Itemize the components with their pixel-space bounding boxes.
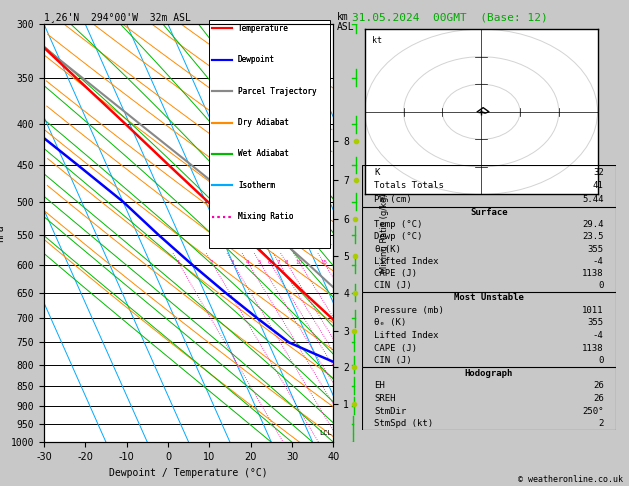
Text: Temperature: Temperature: [238, 24, 289, 33]
Text: -4: -4: [593, 331, 604, 340]
Text: 1: 1: [176, 260, 180, 264]
Text: 31.05.2024  00GMT  (Base: 12): 31.05.2024 00GMT (Base: 12): [352, 12, 548, 22]
Text: 5: 5: [258, 260, 262, 264]
Text: Dry Adiabat: Dry Adiabat: [238, 118, 289, 127]
Text: -4: -4: [593, 257, 604, 266]
Text: Lifted Index: Lifted Index: [374, 331, 439, 340]
Text: 26: 26: [593, 382, 604, 390]
Text: 8: 8: [284, 260, 288, 264]
Text: Most Unstable: Most Unstable: [454, 294, 524, 302]
Text: 355: 355: [587, 318, 604, 328]
Text: Isotherm: Isotherm: [238, 181, 275, 190]
Text: θₑ (K): θₑ (K): [374, 318, 407, 328]
Text: Temperature: Temperature: [238, 24, 289, 33]
Text: 0: 0: [598, 356, 604, 365]
Text: © weatheronline.co.uk: © weatheronline.co.uk: [518, 474, 623, 484]
Text: 250°: 250°: [582, 407, 604, 416]
Text: 2: 2: [598, 419, 604, 428]
Text: Mixing Ratio: Mixing Ratio: [238, 212, 293, 221]
Text: kt: kt: [372, 36, 382, 45]
Y-axis label: Mixing Ratio (g/kg): Mixing Ratio (g/kg): [379, 193, 389, 273]
Text: km: km: [337, 12, 348, 22]
Text: 1011: 1011: [582, 306, 604, 315]
Text: Dry Adiabat: Dry Adiabat: [238, 118, 289, 127]
Text: Hodograph: Hodograph: [465, 369, 513, 378]
Text: Mixing Ratio: Mixing Ratio: [238, 212, 293, 221]
Text: Dewpoint: Dewpoint: [238, 55, 275, 64]
Text: 26: 26: [593, 394, 604, 403]
Text: 1¸26'N  294°00'W  32m ASL: 1¸26'N 294°00'W 32m ASL: [44, 12, 191, 22]
Text: 10: 10: [296, 260, 303, 264]
Text: Parcel Trajectory: Parcel Trajectory: [238, 87, 316, 96]
Text: PW (cm): PW (cm): [374, 195, 412, 204]
Text: 15: 15: [320, 260, 327, 264]
Text: 4: 4: [246, 260, 249, 264]
Text: 1138: 1138: [582, 344, 604, 353]
Text: LCL: LCL: [320, 430, 332, 436]
Text: 7: 7: [277, 260, 280, 264]
Text: 6: 6: [268, 260, 272, 264]
Text: 355: 355: [587, 244, 604, 254]
Text: θₑ(K): θₑ(K): [374, 244, 401, 254]
X-axis label: Dewpoint / Temperature (°C): Dewpoint / Temperature (°C): [109, 468, 268, 478]
Text: 32: 32: [593, 168, 604, 176]
Text: Wet Adiabat: Wet Adiabat: [238, 149, 289, 158]
Text: Dewp (°C): Dewp (°C): [374, 232, 423, 242]
Text: Lifted Index: Lifted Index: [374, 257, 439, 266]
Text: 0: 0: [598, 281, 604, 290]
Text: Dewpoint: Dewpoint: [238, 55, 275, 64]
Text: 41: 41: [593, 181, 604, 191]
Text: Surface: Surface: [470, 208, 508, 217]
Text: CAPE (J): CAPE (J): [374, 269, 418, 278]
Text: StmDir: StmDir: [374, 407, 407, 416]
Text: K: K: [374, 168, 380, 176]
Text: 1138: 1138: [582, 269, 604, 278]
Text: CIN (J): CIN (J): [374, 281, 412, 290]
Text: SREH: SREH: [374, 394, 396, 403]
Text: StmSpd (kt): StmSpd (kt): [374, 419, 433, 428]
Text: Parcel Trajectory: Parcel Trajectory: [238, 87, 316, 96]
Text: Wet Adiabat: Wet Adiabat: [238, 149, 289, 158]
Text: Pressure (mb): Pressure (mb): [374, 306, 444, 315]
Text: CIN (J): CIN (J): [374, 356, 412, 365]
Text: 23.5: 23.5: [582, 232, 604, 242]
Text: 3: 3: [230, 260, 234, 264]
Text: EH: EH: [374, 382, 385, 390]
FancyBboxPatch shape: [209, 20, 330, 248]
Text: CAPE (J): CAPE (J): [374, 344, 418, 353]
Text: 29.4: 29.4: [582, 220, 604, 229]
Y-axis label: hPa: hPa: [0, 225, 5, 242]
Text: Totals Totals: Totals Totals: [374, 181, 444, 191]
Text: Temp (°C): Temp (°C): [374, 220, 423, 229]
Text: 5.44: 5.44: [582, 195, 604, 204]
Text: 2: 2: [210, 260, 213, 264]
Text: ASL: ASL: [337, 22, 354, 32]
Text: Isotherm: Isotherm: [238, 181, 275, 190]
